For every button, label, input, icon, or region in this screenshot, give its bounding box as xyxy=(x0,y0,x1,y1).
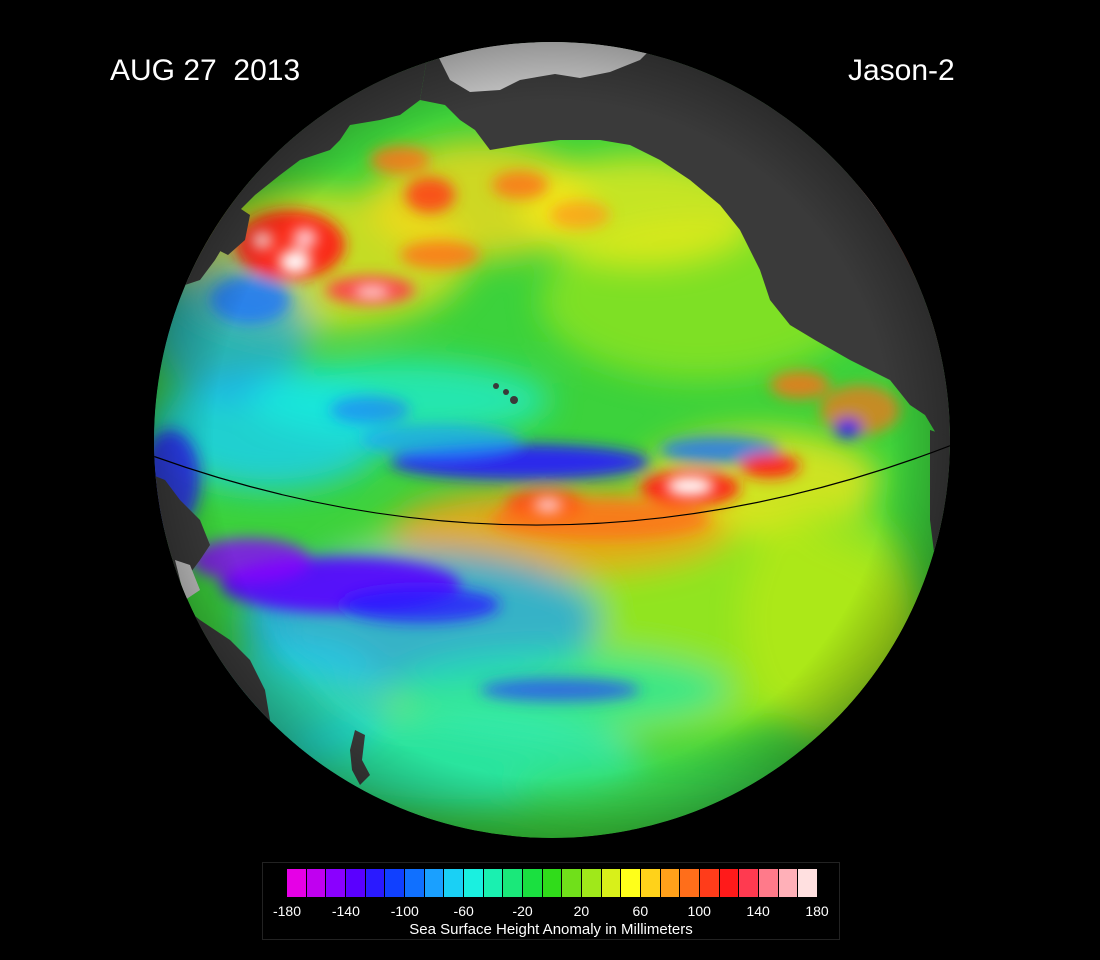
colorbar-swatch xyxy=(503,869,524,897)
legend-tick-label: 60 xyxy=(632,903,649,919)
legend-tick-label: 20 xyxy=(573,903,590,919)
color-legend: -180 -140 -100 -60 -20 20 60 100 140 180 Sea Surf… xyxy=(262,862,840,940)
colorbar-swatch xyxy=(601,869,622,897)
colorbar-swatch xyxy=(759,869,779,897)
colorbar-swatch xyxy=(483,869,504,897)
colorbar-swatch xyxy=(306,869,327,897)
legend-tick-label: -100 xyxy=(390,903,419,919)
colorbar-swatch xyxy=(621,869,642,897)
colorbar-swatch xyxy=(542,869,563,897)
legend-title: Sea Surface Height Anomaly in Millimeter… xyxy=(409,921,693,938)
legend-tick-label: -20 xyxy=(512,903,533,919)
legend-tick-label: -180 xyxy=(272,903,302,919)
colorbar-swatch xyxy=(424,869,445,897)
colorbar-swatch xyxy=(287,869,307,897)
legend-tick-label: 140 xyxy=(746,903,770,919)
legend-tick-label: 100 xyxy=(687,903,711,919)
colorbar-swatch xyxy=(346,869,366,897)
legend-tick-label: 180 xyxy=(805,903,829,919)
colorbar-swatch xyxy=(464,869,484,897)
colorbar-swatch xyxy=(739,869,760,897)
satellite-label: Jason-2 xyxy=(848,54,955,87)
colorbar-swatch xyxy=(405,869,425,897)
colorbar-swatch xyxy=(660,869,681,897)
colorbar-swatch xyxy=(700,869,720,897)
colorbar-swatch xyxy=(680,869,701,897)
colorbar xyxy=(287,869,818,897)
colorbar-swatch xyxy=(798,869,818,897)
legend-tick-label: -60 xyxy=(453,903,474,919)
colorbar-swatch xyxy=(444,869,465,897)
colorbar-swatch xyxy=(719,869,740,897)
colorbar-swatch xyxy=(641,869,661,897)
colorbar-swatch xyxy=(326,869,347,897)
colorbar-swatch xyxy=(562,869,583,897)
date-label: AUG 27 2013 xyxy=(110,54,301,87)
colorbar-swatch xyxy=(523,869,543,897)
colorbar-swatch xyxy=(582,869,602,897)
colorbar-swatch xyxy=(365,869,386,897)
colorbar-swatch xyxy=(778,869,799,897)
colorbar-swatch xyxy=(385,869,406,897)
legend-tick-label: -140 xyxy=(331,903,360,919)
